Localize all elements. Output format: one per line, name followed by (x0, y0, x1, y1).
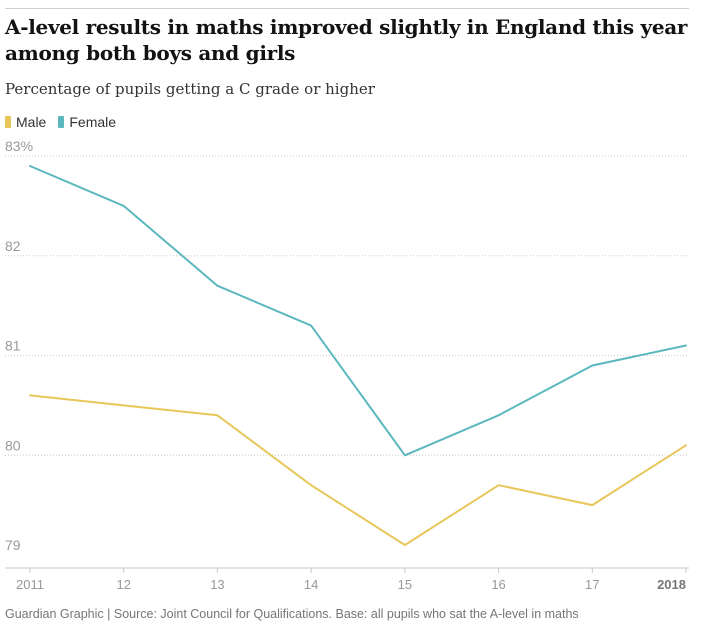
x-axis: 2011 12 13 14 15 16 17 2018 (5, 567, 689, 592)
chart-title: A-level results in maths improved slight… (5, 15, 688, 65)
x-tick-label-2016: 16 (491, 577, 505, 592)
y-tick-label-80: 80 (5, 437, 21, 453)
x-tick-label-2015: 15 (398, 577, 412, 592)
legend-item-female: Female (58, 114, 116, 130)
x-tick-label-2018: 2018 (657, 577, 686, 592)
source-note: Guardian Graphic | Source: Joint Council… (5, 607, 579, 621)
x-tick-label-2011: 2011 (16, 577, 44, 592)
top-rule (5, 8, 689, 9)
y-tick-label-79: 79 (5, 537, 21, 553)
legend-swatch-male (5, 116, 11, 128)
legend: Male Female (5, 113, 128, 131)
chart-subtitle: Percentage of pupils getting a C grade o… (5, 80, 375, 98)
y-tick-label-82: 82 (5, 238, 21, 254)
y-tick-label-81: 81 (5, 338, 21, 354)
legend-item-male: Male (5, 114, 46, 130)
y-tick-label-83: 83% (5, 138, 33, 154)
legend-swatch-female (58, 116, 65, 128)
legend-label-male: Male (16, 114, 47, 130)
series-lines (29, 165, 687, 546)
line-chart: 83% 82 81 80 79 2011 12 13 14 15 16 17 2018 (5, 138, 689, 592)
y-axis-ticks: 83% 82 81 80 79 (5, 138, 33, 553)
series-line-male (29, 394, 687, 546)
x-tick-label-2014: 14 (304, 577, 318, 592)
x-tick-label-2013: 13 (210, 577, 224, 592)
x-tick-label-2017: 17 (585, 577, 599, 592)
gridlines (5, 155, 689, 456)
series-line-female (29, 165, 687, 457)
x-tick-label-2012: 12 (116, 577, 130, 592)
legend-label-female: Female (69, 114, 117, 130)
